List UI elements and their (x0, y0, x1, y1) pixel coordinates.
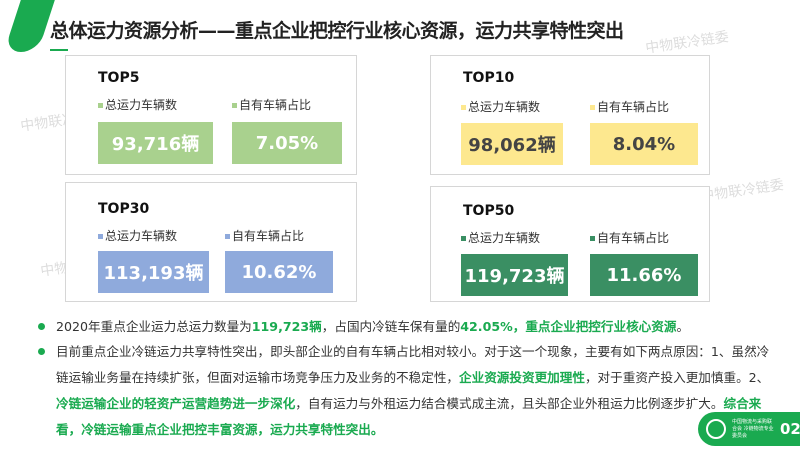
card-title: TOP50 (463, 203, 515, 219)
legend-own-ratio: 自有车辆占比 (590, 98, 669, 115)
total-vehicles-value: 93,716辆 (98, 122, 213, 164)
bullet-dot (38, 323, 45, 330)
text: ，自有运力与外租运力结合模式成主流，且头部企业外租运力比例逐步扩大。 (295, 396, 724, 411)
own-ratio-value: 11.66% (590, 254, 698, 296)
org-logo: 中国物流与采购联合会 冷链物流专业委员会 02 (698, 412, 800, 446)
card-title: TOP30 (98, 201, 150, 217)
own-ratio-value: 7.05% (232, 122, 342, 164)
legend-label: 总运力车辆数 (105, 98, 178, 112)
own-ratio-value: 10.62% (225, 251, 333, 293)
total-vehicles-value: 113,193辆 (98, 251, 209, 293)
legend-total-vehicles: 总运力车辆数 (98, 96, 177, 113)
text: 。 (676, 319, 690, 334)
text: 2020年重点企业运力总运力数量为 (56, 319, 252, 334)
legend-label: 自有车辆占比 (239, 98, 312, 112)
legend-label: 总运力车辆数 (468, 100, 541, 114)
legend-total-vehicles: 总运力车辆数 (461, 229, 540, 246)
card-title: TOP10 (463, 70, 515, 86)
page-title: 总体运力资源分析——重点企业把控行业核心资源，运力共享特性突出 (50, 20, 624, 42)
total-vehicles-value: 119,723辆 (461, 254, 568, 296)
text: ，占国内冷链车保有量的 (321, 319, 461, 334)
card-top50: TOP50 总运力车辆数 自有车辆占比 119,723辆 11.66% (430, 186, 710, 302)
highlight-text: 综合来看，冷链运输重点企业把控丰富资源，运力共享特性突出。 (56, 396, 762, 437)
text: 目前重点企业冷链运力共享特性突出，即头部企业的自有车辆占比相对较小。对于这一个现… (56, 344, 770, 385)
legend-label: 总运力车辆数 (105, 229, 178, 243)
legend-label: 自有车辆占比 (597, 100, 670, 114)
watermark: 中物联冷链委 (699, 177, 785, 205)
legend-own-ratio: 自有车辆占比 (225, 227, 304, 244)
legend-total-vehicles: 总运力车辆数 (461, 98, 540, 115)
highlight-text: 119,723辆 (251, 319, 322, 334)
legend-total-vehicles: 总运力车辆数 (98, 227, 177, 244)
legend-swatch (590, 236, 595, 241)
legend-label: 总运力车辆数 (468, 231, 541, 245)
bullet-item: 2020年重点企业运力总运力数量为119,723辆，占国内冷链车保有量的42.0… (38, 314, 778, 340)
legend-own-ratio: 自有车辆占比 (590, 229, 669, 246)
card-top30: TOP30 总运力车辆数 自有车辆占比 113,193辆 10.62% (65, 182, 357, 302)
legend-swatch (225, 234, 230, 239)
legend-swatch (98, 234, 103, 239)
watermark: 中物联冷链委 (644, 29, 730, 57)
org-name: 中国物流与采购联合会 冷链物流专业委员会 (732, 418, 774, 439)
highlight-text: 42.05%，重点企业把控行业核心资源 (460, 319, 677, 334)
legend-swatch (461, 105, 466, 110)
legend-label: 自有车辆占比 (597, 231, 670, 245)
legend-label: 自有车辆占比 (232, 229, 305, 243)
logo-icon (706, 419, 726, 439)
card-title: TOP5 (98, 70, 140, 86)
own-ratio-value: 8.04% (590, 123, 698, 165)
legend-own-ratio: 自有车辆占比 (232, 96, 311, 113)
total-vehicles-value: 98,062辆 (461, 123, 563, 165)
card-top5: TOP5 总运力车辆数 自有车辆占比 93,716辆 7.05% (65, 55, 357, 175)
text: ，对于重资产投入更加慎重。2、 (584, 370, 770, 385)
legend-swatch (590, 105, 595, 110)
bullet-item: 目前重点企业冷链运力共享特性突出，即头部企业的自有车辆占比相对较小。对于这一个现… (38, 339, 778, 443)
bullet-dot (38, 348, 45, 355)
legend-swatch (461, 236, 466, 241)
legend-swatch (232, 103, 237, 108)
page-number: 02 (780, 420, 800, 438)
card-top10: TOP10 总运力车辆数 自有车辆占比 98,062辆 8.04% (430, 55, 710, 175)
legend-swatch (98, 103, 103, 108)
highlight-text: 企业资源投资更加理性 (459, 370, 585, 385)
highlight-text: 冷链运输企业的轻资产运营趋势进一步深化 (56, 396, 296, 411)
title-underline (50, 49, 68, 51)
